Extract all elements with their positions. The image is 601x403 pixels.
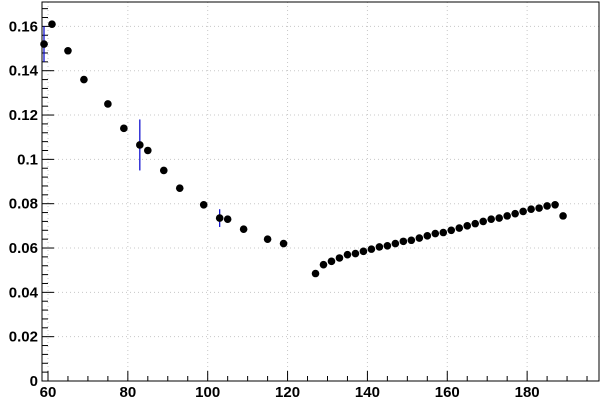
y-tick-label: 0.12 xyxy=(9,107,38,124)
data-point xyxy=(375,243,384,251)
data-point xyxy=(487,215,495,224)
data-point xyxy=(215,214,224,222)
data-point xyxy=(120,124,128,133)
data-point xyxy=(343,250,352,259)
data-point xyxy=(455,224,464,232)
x-tick-label: 80 xyxy=(120,384,137,401)
y-tick-label: 0.06 xyxy=(9,240,38,257)
data-point xyxy=(319,260,328,269)
grid xyxy=(42,2,599,381)
y-tick-label: 0.14 xyxy=(9,63,39,80)
data-point xyxy=(559,212,567,220)
data-point xyxy=(383,242,392,250)
data-point xyxy=(471,219,480,228)
data-point xyxy=(551,200,559,209)
data-point xyxy=(543,202,551,210)
data-point xyxy=(399,237,408,246)
data-point xyxy=(199,200,208,209)
data-point xyxy=(527,205,535,214)
data-point xyxy=(48,20,56,28)
data-point xyxy=(223,215,232,224)
data-point xyxy=(463,222,472,230)
y-tick-label: 0.1 xyxy=(17,151,38,168)
data-point xyxy=(479,217,488,226)
data-point xyxy=(447,226,456,235)
data-point xyxy=(423,232,432,240)
data-point xyxy=(175,184,184,192)
y-tick-label: 0.04 xyxy=(9,284,39,301)
data-point xyxy=(335,254,344,262)
data-point xyxy=(407,236,416,245)
y-tick-label: 0.08 xyxy=(9,196,38,213)
tick-labels: 60 80 100 120 140 160 180 0 0.02 0.04 0.06 0.08 0.1 0… xyxy=(9,18,540,401)
data-point xyxy=(391,239,400,248)
data-point xyxy=(367,245,376,253)
x-tick-label: 140 xyxy=(355,384,380,401)
data-point xyxy=(535,204,543,212)
plot-frame xyxy=(41,1,600,382)
data-point xyxy=(439,228,448,237)
x-tick-label: 120 xyxy=(275,384,300,401)
data-point xyxy=(144,146,152,155)
data-point xyxy=(159,166,168,175)
x-tick-label: 160 xyxy=(435,384,460,401)
x-tick-label: 100 xyxy=(195,384,220,401)
data-point xyxy=(263,235,272,243)
axes xyxy=(41,1,600,382)
x-tick-label: 180 xyxy=(515,384,540,401)
data-point xyxy=(80,75,88,84)
y-tick-label: 0.16 xyxy=(9,18,38,35)
data-point xyxy=(311,269,320,278)
data-point xyxy=(136,141,144,149)
data-point xyxy=(511,209,519,218)
data-point xyxy=(495,214,503,222)
data-point xyxy=(503,212,511,220)
data-point xyxy=(415,234,424,242)
data-point xyxy=(351,249,360,258)
data-point xyxy=(64,46,72,55)
data-point xyxy=(431,229,440,238)
data-point xyxy=(327,257,336,266)
y-tick-label: 0.02 xyxy=(9,329,38,346)
data-point xyxy=(40,40,48,48)
data-point xyxy=(239,225,248,233)
data-point xyxy=(104,100,112,108)
y-tick-label: 0 xyxy=(30,373,38,390)
data-point xyxy=(519,207,527,216)
data-point xyxy=(279,239,288,248)
data-point xyxy=(359,247,368,256)
data-points xyxy=(40,20,567,278)
x-tick-label: 60 xyxy=(40,384,57,401)
